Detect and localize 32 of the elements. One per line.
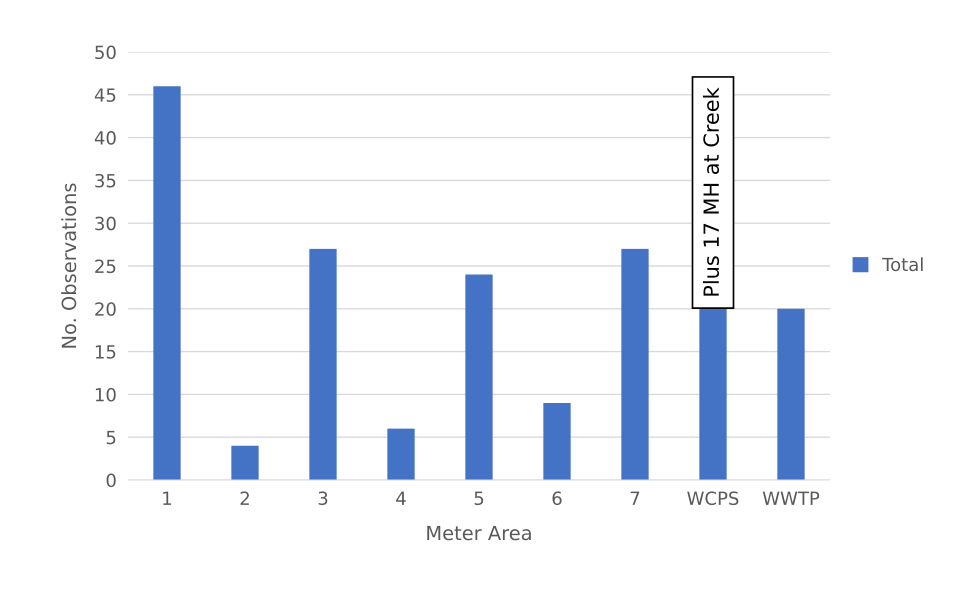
y-tick-label: 50 (95, 45, 116, 60)
y-tick-label: 35 (95, 174, 116, 188)
bar (309, 248, 337, 480)
x-tick-label: WCPS (687, 491, 738, 506)
x-tick-label: WWTP (762, 492, 820, 505)
bar (387, 428, 415, 480)
y-tick-label: 25 (95, 259, 116, 274)
bar (621, 248, 649, 480)
bar (231, 446, 259, 480)
bar (153, 86, 181, 480)
y-tick-label: 0 (106, 473, 116, 488)
y-tick-label: 15 (96, 345, 116, 359)
y-tick-label: 10 (96, 388, 116, 402)
annotation: Plus 17 MH at Creek (702, 87, 720, 296)
x-tick-label: 4 (396, 492, 406, 505)
legend-label: Total (882, 257, 923, 272)
y-tick-label: 40 (94, 131, 116, 145)
y-tick-label: 45 (94, 88, 116, 102)
x-tick-label: 3 (318, 491, 328, 506)
bar (777, 308, 805, 480)
x-tick-label: 1 (163, 492, 172, 505)
y-tick-label: 30 (95, 216, 116, 230)
y-tick-label: 20 (95, 302, 116, 316)
x-tick-label: 7 (630, 492, 640, 505)
y-axis-title: No. Observations (61, 183, 76, 348)
x-tick-label: 2 (240, 491, 249, 505)
bar (543, 402, 571, 480)
y-tick-label: 5 (106, 430, 116, 444)
x-tick-label: 6 (552, 491, 562, 506)
x-tick-label: 5 (474, 492, 484, 506)
bar (465, 274, 493, 480)
x-axis-title: Meter Area (427, 526, 531, 540)
